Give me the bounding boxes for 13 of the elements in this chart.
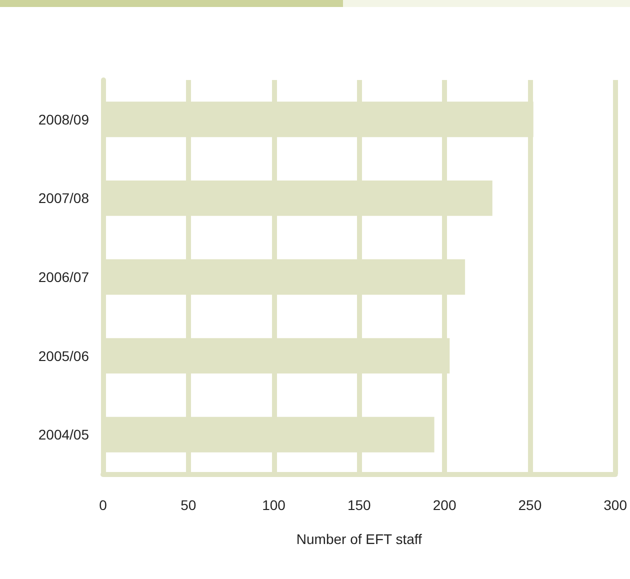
x-tick-label: 0	[99, 497, 108, 513]
y-tick-label: 2006/07	[38, 269, 90, 285]
x-tick-label: 200	[432, 497, 456, 513]
x-tick-label: 250	[518, 497, 542, 513]
x-tick-label: 150	[347, 497, 372, 513]
x-tick-label: 300	[604, 497, 628, 513]
x-tick-label: 100	[262, 497, 286, 513]
y-tick-label: 2005/06	[38, 348, 90, 364]
y-tick-label: 2008/09	[38, 111, 90, 128]
x-tick-label: 50	[180, 497, 196, 513]
x-axis-title: Number of EFT staff	[296, 531, 422, 547]
y-tick-label: 2004/05	[38, 426, 90, 443]
y-tick-label: 2007/08	[38, 190, 90, 206]
